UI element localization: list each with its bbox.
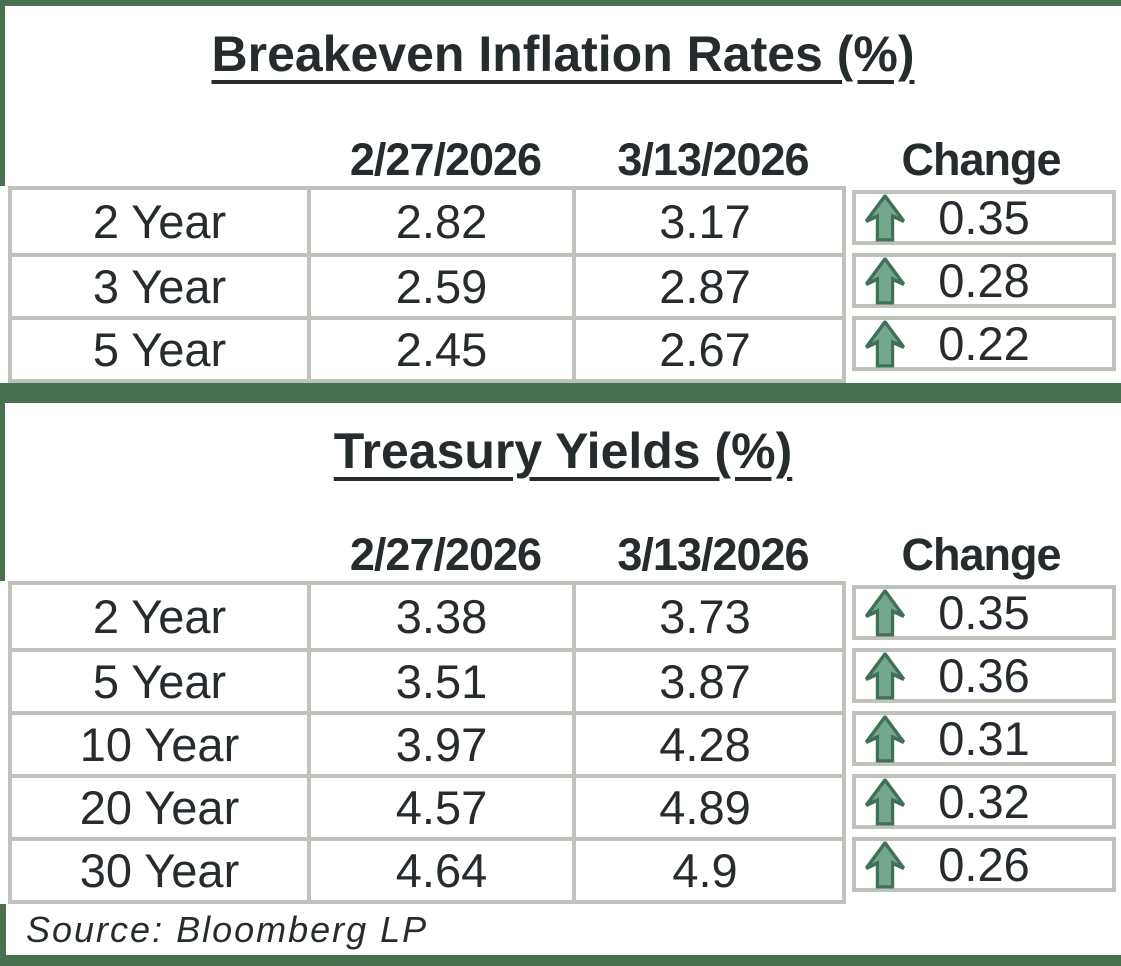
change-cell: 0.36 <box>852 648 1116 703</box>
change-cell: 0.31 <box>852 711 1116 766</box>
column-header-curr-date: 3/13/2026 <box>617 529 809 580</box>
breakeven-table-header: Breakeven Inflation Rates (%) 2/27/2026 … <box>0 6 1121 186</box>
change-cell: 0.35 <box>852 585 1116 640</box>
row-label: 5 Year <box>92 655 227 708</box>
prev-value: 4.57 <box>307 778 572 837</box>
prev-value: 4.64 <box>307 841 572 900</box>
curr-value: 2.67 <box>572 320 834 379</box>
up-arrow-icon <box>865 257 905 304</box>
treasury-table-header: Treasury Yields (%) 2/27/2026 3/13/2026 … <box>0 403 1121 581</box>
top-border-band <box>0 0 1121 6</box>
change-value: 0.35 <box>938 586 1030 639</box>
up-arrow-icon <box>865 320 905 367</box>
up-arrow-icon <box>865 652 905 699</box>
breakeven-table-body: 2 Year 2.82 3.17 3 Year 2.59 2.87 5 Year… <box>8 186 1121 383</box>
prev-value: 2.45 <box>307 320 572 379</box>
row-label: 2 Year <box>92 590 227 643</box>
column-header-curr-date: 3/13/2026 <box>617 134 809 185</box>
change-cell: 0.35 <box>852 190 1116 245</box>
row-label: 3 Year <box>92 260 227 313</box>
curr-value: 4.28 <box>572 715 834 774</box>
breakeven-change-column: 0.35 0.28 0.22 <box>852 186 1116 383</box>
change-value: 0.31 <box>938 712 1030 765</box>
bottom-border-band <box>0 955 1121 966</box>
table-row: 2 Year 2.82 3.17 <box>12 190 842 253</box>
change-value: 0.32 <box>938 775 1030 828</box>
treasury-table-title: Treasury Yields (%) <box>333 423 793 479</box>
curr-value: 2.87 <box>572 257 834 316</box>
column-header-change: Change <box>901 529 1061 580</box>
row-label: 10 Year <box>79 718 240 771</box>
change-value: 0.35 <box>938 191 1030 244</box>
column-header-prev-date: 2/27/2026 <box>349 134 542 185</box>
treasury-table-body: 2 Year 3.38 3.73 5 Year 3.51 3.87 10 Yea… <box>8 581 1121 904</box>
column-header-prev-date: 2/27/2026 <box>349 529 542 580</box>
change-cell: 0.28 <box>852 253 1116 308</box>
change-value: 0.36 <box>938 649 1030 702</box>
table-row: 10 Year 3.97 4.28 <box>12 711 842 774</box>
curr-value: 3.73 <box>572 585 834 648</box>
change-value: 0.26 <box>938 838 1030 891</box>
treasury-grid: 2 Year 3.38 3.73 5 Year 3.51 3.87 10 Yea… <box>8 581 846 904</box>
curr-value: 3.17 <box>572 190 834 253</box>
breakeven-column-headers: 2/27/2026 3/13/2026 Change <box>8 137 1121 186</box>
source-row: Source: Bloomberg LP <box>0 904 1121 955</box>
prev-value: 2.82 <box>307 190 572 253</box>
up-arrow-icon <box>865 194 905 241</box>
row-label: 5 Year <box>92 323 227 376</box>
change-cell: 0.22 <box>852 316 1116 371</box>
breakeven-table-title: Breakeven Inflation Rates (%) <box>211 26 915 82</box>
treasury-column-headers: 2/27/2026 3/13/2026 Change <box>8 532 1121 581</box>
curr-value: 3.87 <box>572 652 834 711</box>
change-cell: 0.32 <box>852 774 1116 829</box>
table-row: 2 Year 3.38 3.73 <box>12 585 842 648</box>
treasury-change-column: 0.35 0.36 0.31 0.32 0.26 <box>852 581 1116 904</box>
up-arrow-icon <box>865 778 905 825</box>
prev-value: 3.51 <box>307 652 572 711</box>
table-row: 30 Year 4.64 4.9 <box>12 837 842 900</box>
table-row: 3 Year 2.59 2.87 <box>12 253 842 316</box>
up-arrow-icon <box>865 841 905 888</box>
row-label: 2 Year <box>92 195 227 248</box>
source-text: Source: Bloomberg LP <box>26 908 429 950</box>
up-arrow-icon <box>865 715 905 762</box>
table-row: 5 Year 2.45 2.67 <box>12 316 842 379</box>
up-arrow-icon <box>865 589 905 636</box>
prev-value: 3.38 <box>307 585 572 648</box>
curr-value: 4.9 <box>572 841 834 900</box>
section-divider-band <box>0 383 1121 403</box>
change-cell: 0.26 <box>852 837 1116 892</box>
change-value: 0.28 <box>938 254 1030 307</box>
column-header-change: Change <box>901 134 1061 185</box>
change-value: 0.22 <box>938 317 1030 370</box>
table-row: 5 Year 3.51 3.87 <box>12 648 842 711</box>
curr-value: 4.89 <box>572 778 834 837</box>
prev-value: 2.59 <box>307 257 572 316</box>
row-label: 30 Year <box>79 844 240 897</box>
row-label: 20 Year <box>79 781 240 834</box>
table-row: 20 Year 4.57 4.89 <box>12 774 842 837</box>
breakeven-grid: 2 Year 2.82 3.17 3 Year 2.59 2.87 5 Year… <box>8 186 846 383</box>
prev-value: 3.97 <box>307 715 572 774</box>
